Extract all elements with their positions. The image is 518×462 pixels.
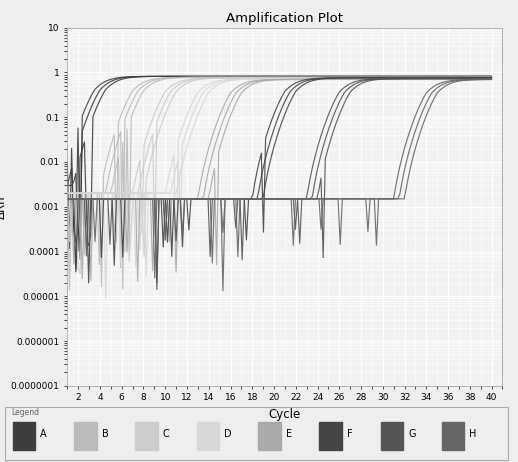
Text: H: H (469, 429, 477, 439)
Text: C: C (163, 429, 170, 439)
Y-axis label: ΔRn: ΔRn (0, 195, 8, 219)
Bar (442, 422, 465, 450)
X-axis label: Cycle: Cycle (269, 408, 301, 421)
Text: E: E (285, 429, 292, 439)
Text: B: B (102, 429, 108, 439)
Bar (74, 422, 97, 450)
Bar (197, 422, 219, 450)
Text: A: A (40, 429, 47, 439)
Title: Amplification Plot: Amplification Plot (226, 12, 343, 25)
Bar (258, 422, 281, 450)
Bar (381, 422, 403, 450)
Text: F: F (347, 429, 352, 439)
Text: D: D (224, 429, 232, 439)
Bar (319, 422, 342, 450)
Text: Legend: Legend (11, 408, 39, 417)
Text: G: G (408, 429, 415, 439)
Bar (13, 422, 35, 450)
Bar (135, 422, 158, 450)
